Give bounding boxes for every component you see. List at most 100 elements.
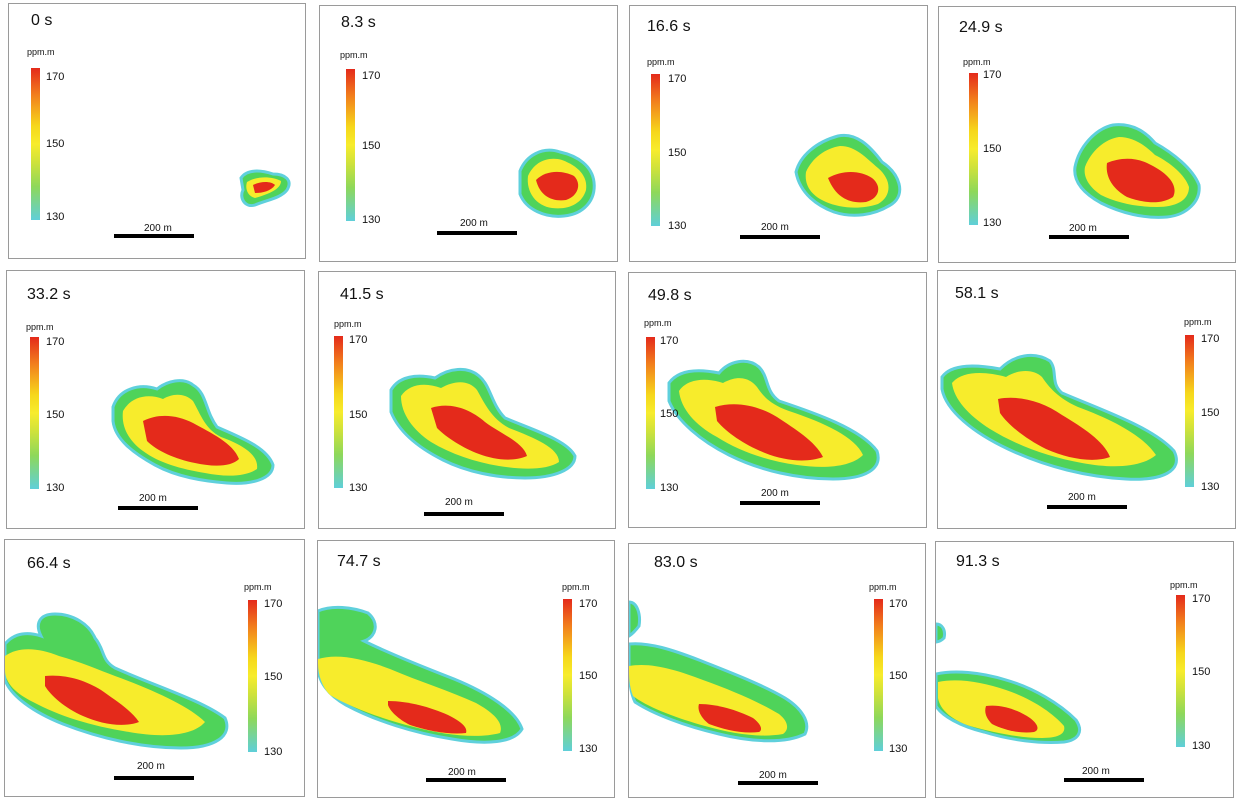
colorbar-tick-max: 170	[362, 70, 381, 82]
time-label: 8.3 s	[341, 14, 376, 31]
colorbar-tick-mid: 150	[579, 670, 598, 682]
colorbar-unit-label: ppm.m	[27, 47, 55, 57]
colorbar-tick-min: 130	[660, 482, 679, 494]
colorbar-unit-label: ppm.m	[244, 582, 272, 592]
colorbar-tick-min: 130	[668, 220, 687, 232]
plume-image	[629, 600, 809, 743]
scalebar	[437, 231, 517, 235]
scalebar-label: 200 m	[144, 223, 172, 234]
colorbar-tick-mid: 150	[1201, 407, 1220, 419]
colorbar-tick-max: 170	[349, 334, 368, 346]
scalebar-label: 200 m	[1082, 766, 1110, 777]
colorbar-unit-label: ppm.m	[1170, 580, 1198, 590]
plume-image	[389, 368, 577, 480]
panel-2: 16.6 s ppm.m 170 150 130 200 m	[629, 5, 928, 262]
colorbar-tick-mid: 150	[889, 670, 908, 682]
panel-1: 8.3 s ppm.m 170 150 130 200 m	[319, 5, 618, 262]
colorbar-tick-max: 170	[46, 71, 65, 83]
colorbar-unit-label: ppm.m	[26, 322, 54, 332]
colorbar-unit-label: ppm.m	[562, 582, 590, 592]
plume-image	[518, 148, 596, 218]
colorbar	[31, 68, 40, 220]
colorbar-tick-max: 170	[660, 335, 679, 347]
scalebar-label: 200 m	[1069, 223, 1097, 234]
scalebar	[424, 512, 504, 516]
panel-6: 49.8 s ppm.m 170 150 130 200 m	[628, 272, 927, 528]
scalebar-label: 200 m	[448, 767, 476, 778]
time-label: 33.2 s	[27, 286, 71, 303]
scalebar-label: 200 m	[460, 218, 488, 229]
colorbar-tick-mid: 150	[660, 408, 679, 420]
colorbar-unit-label: ppm.m	[334, 319, 362, 329]
colorbar-tick-mid: 150	[983, 143, 1002, 155]
scalebar	[740, 501, 820, 505]
colorbar-tick-min: 130	[1192, 740, 1211, 752]
colorbar-tick-min: 130	[46, 482, 65, 494]
scalebar-label: 200 m	[1068, 492, 1096, 503]
plume-image	[5, 612, 229, 750]
colorbar	[969, 73, 978, 225]
panel-4: 33.2 s ppm.m 170 150 130 200 m	[6, 270, 305, 529]
colorbar-tick-min: 130	[362, 214, 381, 226]
colorbar-tick-min: 130	[46, 211, 65, 223]
plume-image	[111, 379, 275, 485]
plume-image	[936, 622, 1081, 744]
plume-image	[940, 353, 1178, 481]
colorbar	[1185, 335, 1194, 487]
scalebar	[1047, 505, 1127, 509]
time-label: 16.6 s	[647, 18, 691, 35]
panel-11: 91.3 s ppm.m 170 150 130 200 m	[935, 541, 1234, 798]
panel-9: 74.7 s ppm.m 170 150 130 200 m	[317, 540, 615, 798]
time-label: 24.9 s	[959, 19, 1003, 36]
scalebar	[118, 506, 198, 510]
colorbar-tick-min: 130	[349, 482, 368, 494]
scalebar	[114, 776, 194, 780]
scalebar-label: 200 m	[137, 761, 165, 772]
colorbar	[30, 337, 39, 489]
time-label: 0 s	[31, 12, 53, 29]
scalebar	[114, 234, 194, 238]
colorbar-unit-label: ppm.m	[340, 50, 368, 60]
time-label: 66.4 s	[27, 555, 71, 572]
colorbar-tick-max: 170	[264, 598, 283, 610]
scalebar-label: 200 m	[759, 770, 787, 781]
colorbar-tick-min: 130	[983, 217, 1002, 229]
panel-7: 58.1 s ppm.m 170 150 130 200 m	[937, 270, 1236, 529]
time-label: 49.8 s	[648, 287, 692, 304]
colorbar-tick-max: 170	[1201, 333, 1220, 345]
colorbar	[646, 337, 655, 489]
time-label: 74.7 s	[337, 553, 381, 570]
colorbar-tick-min: 130	[264, 746, 283, 758]
colorbar-tick-mid: 150	[1192, 666, 1211, 678]
colorbar-tick-mid: 150	[46, 409, 65, 421]
colorbar-tick-max: 170	[668, 73, 687, 85]
colorbar-unit-label: ppm.m	[647, 57, 675, 67]
plume-image	[794, 133, 902, 217]
colorbar	[563, 599, 572, 751]
scalebar-label: 200 m	[761, 488, 789, 499]
colorbar-tick-mid: 150	[264, 671, 283, 683]
scalebar-label: 200 m	[139, 493, 167, 504]
scalebar-label: 200 m	[761, 222, 789, 233]
time-label: 91.3 s	[956, 553, 1000, 570]
colorbar-tick-max: 170	[579, 598, 598, 610]
colorbar-tick-min: 130	[889, 743, 908, 755]
colorbar	[874, 599, 883, 751]
colorbar-tick-mid: 150	[46, 138, 65, 150]
colorbar-tick-max: 170	[889, 598, 908, 610]
scalebar	[738, 781, 818, 785]
time-label: 58.1 s	[955, 285, 999, 302]
scalebar-label: 200 m	[445, 497, 473, 508]
time-label: 41.5 s	[340, 286, 384, 303]
colorbar-tick-mid: 150	[362, 140, 381, 152]
panel-3: 24.9 s ppm.m 170 150 130 200 m	[938, 6, 1236, 263]
colorbar-unit-label: ppm.m	[1184, 317, 1212, 327]
panel-10: 83.0 s ppm.m 170 150 130 200 m	[628, 543, 926, 798]
panel-0: 0 s ppm.m 170 150 130 200 m	[8, 3, 306, 259]
scalebar	[1049, 235, 1129, 239]
colorbar-tick-mid: 150	[349, 409, 368, 421]
colorbar-tick-max: 170	[46, 336, 65, 348]
colorbar-tick-max: 170	[1192, 593, 1211, 605]
plume-image	[318, 605, 524, 744]
